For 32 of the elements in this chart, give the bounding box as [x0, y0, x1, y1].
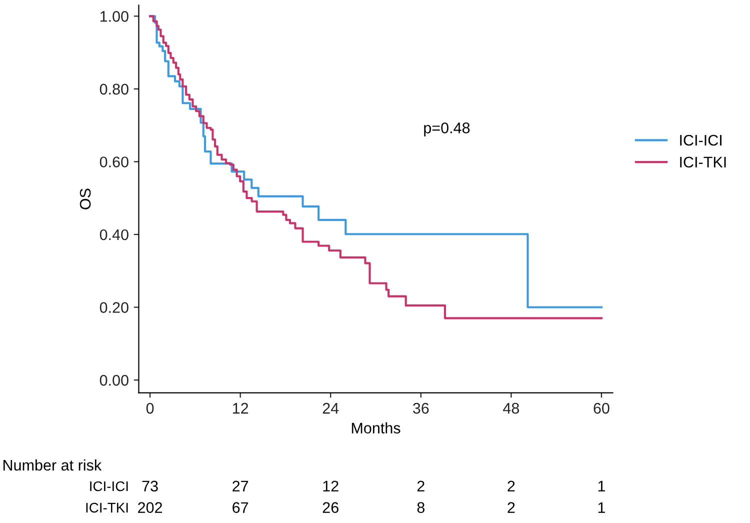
- text: 1: [598, 502, 605, 513]
- y-tick-label: 0.00: [100, 374, 128, 386]
- x-tick-label: 12: [232, 402, 248, 414]
- text: ICI-TKI: [86, 502, 128, 513]
- x-tick-label: 48: [503, 402, 520, 414]
- x-axis-title: Months: [352, 422, 400, 434]
- text: 2: [508, 502, 515, 513]
- text: 1: [598, 480, 605, 492]
- y-tick-label: 1.00: [100, 11, 128, 22]
- x-tick-label: 24: [322, 402, 339, 414]
- legend-label: ICI-ICI: [680, 134, 722, 146]
- text: 2: [417, 480, 424, 492]
- text: 12: [323, 480, 338, 492]
- y-axis-title: OS: [80, 188, 91, 210]
- text: 27: [232, 480, 248, 492]
- text: 202: [138, 502, 162, 513]
- annotation: p=0.48: [424, 122, 470, 136]
- text: 26: [322, 502, 338, 513]
- legend-label: ICI-TKI: [680, 156, 726, 168]
- text: 73: [142, 480, 158, 492]
- x-tick-label: 0: [146, 402, 154, 414]
- x-tick-label: 36: [412, 402, 429, 414]
- text: 67: [232, 502, 248, 513]
- text: Number at risk: [4, 459, 102, 471]
- y-tick-label: 0.80: [100, 84, 128, 95]
- text: 8: [417, 502, 424, 513]
- text: 2: [508, 480, 515, 492]
- y-tick-label: 0.60: [100, 156, 128, 168]
- y-tick-label: 0.40: [100, 229, 128, 240]
- x-tick-label: 60: [594, 402, 610, 414]
- y-tick-label: 0.20: [100, 302, 128, 313]
- text: ICI-ICI: [90, 481, 128, 492]
